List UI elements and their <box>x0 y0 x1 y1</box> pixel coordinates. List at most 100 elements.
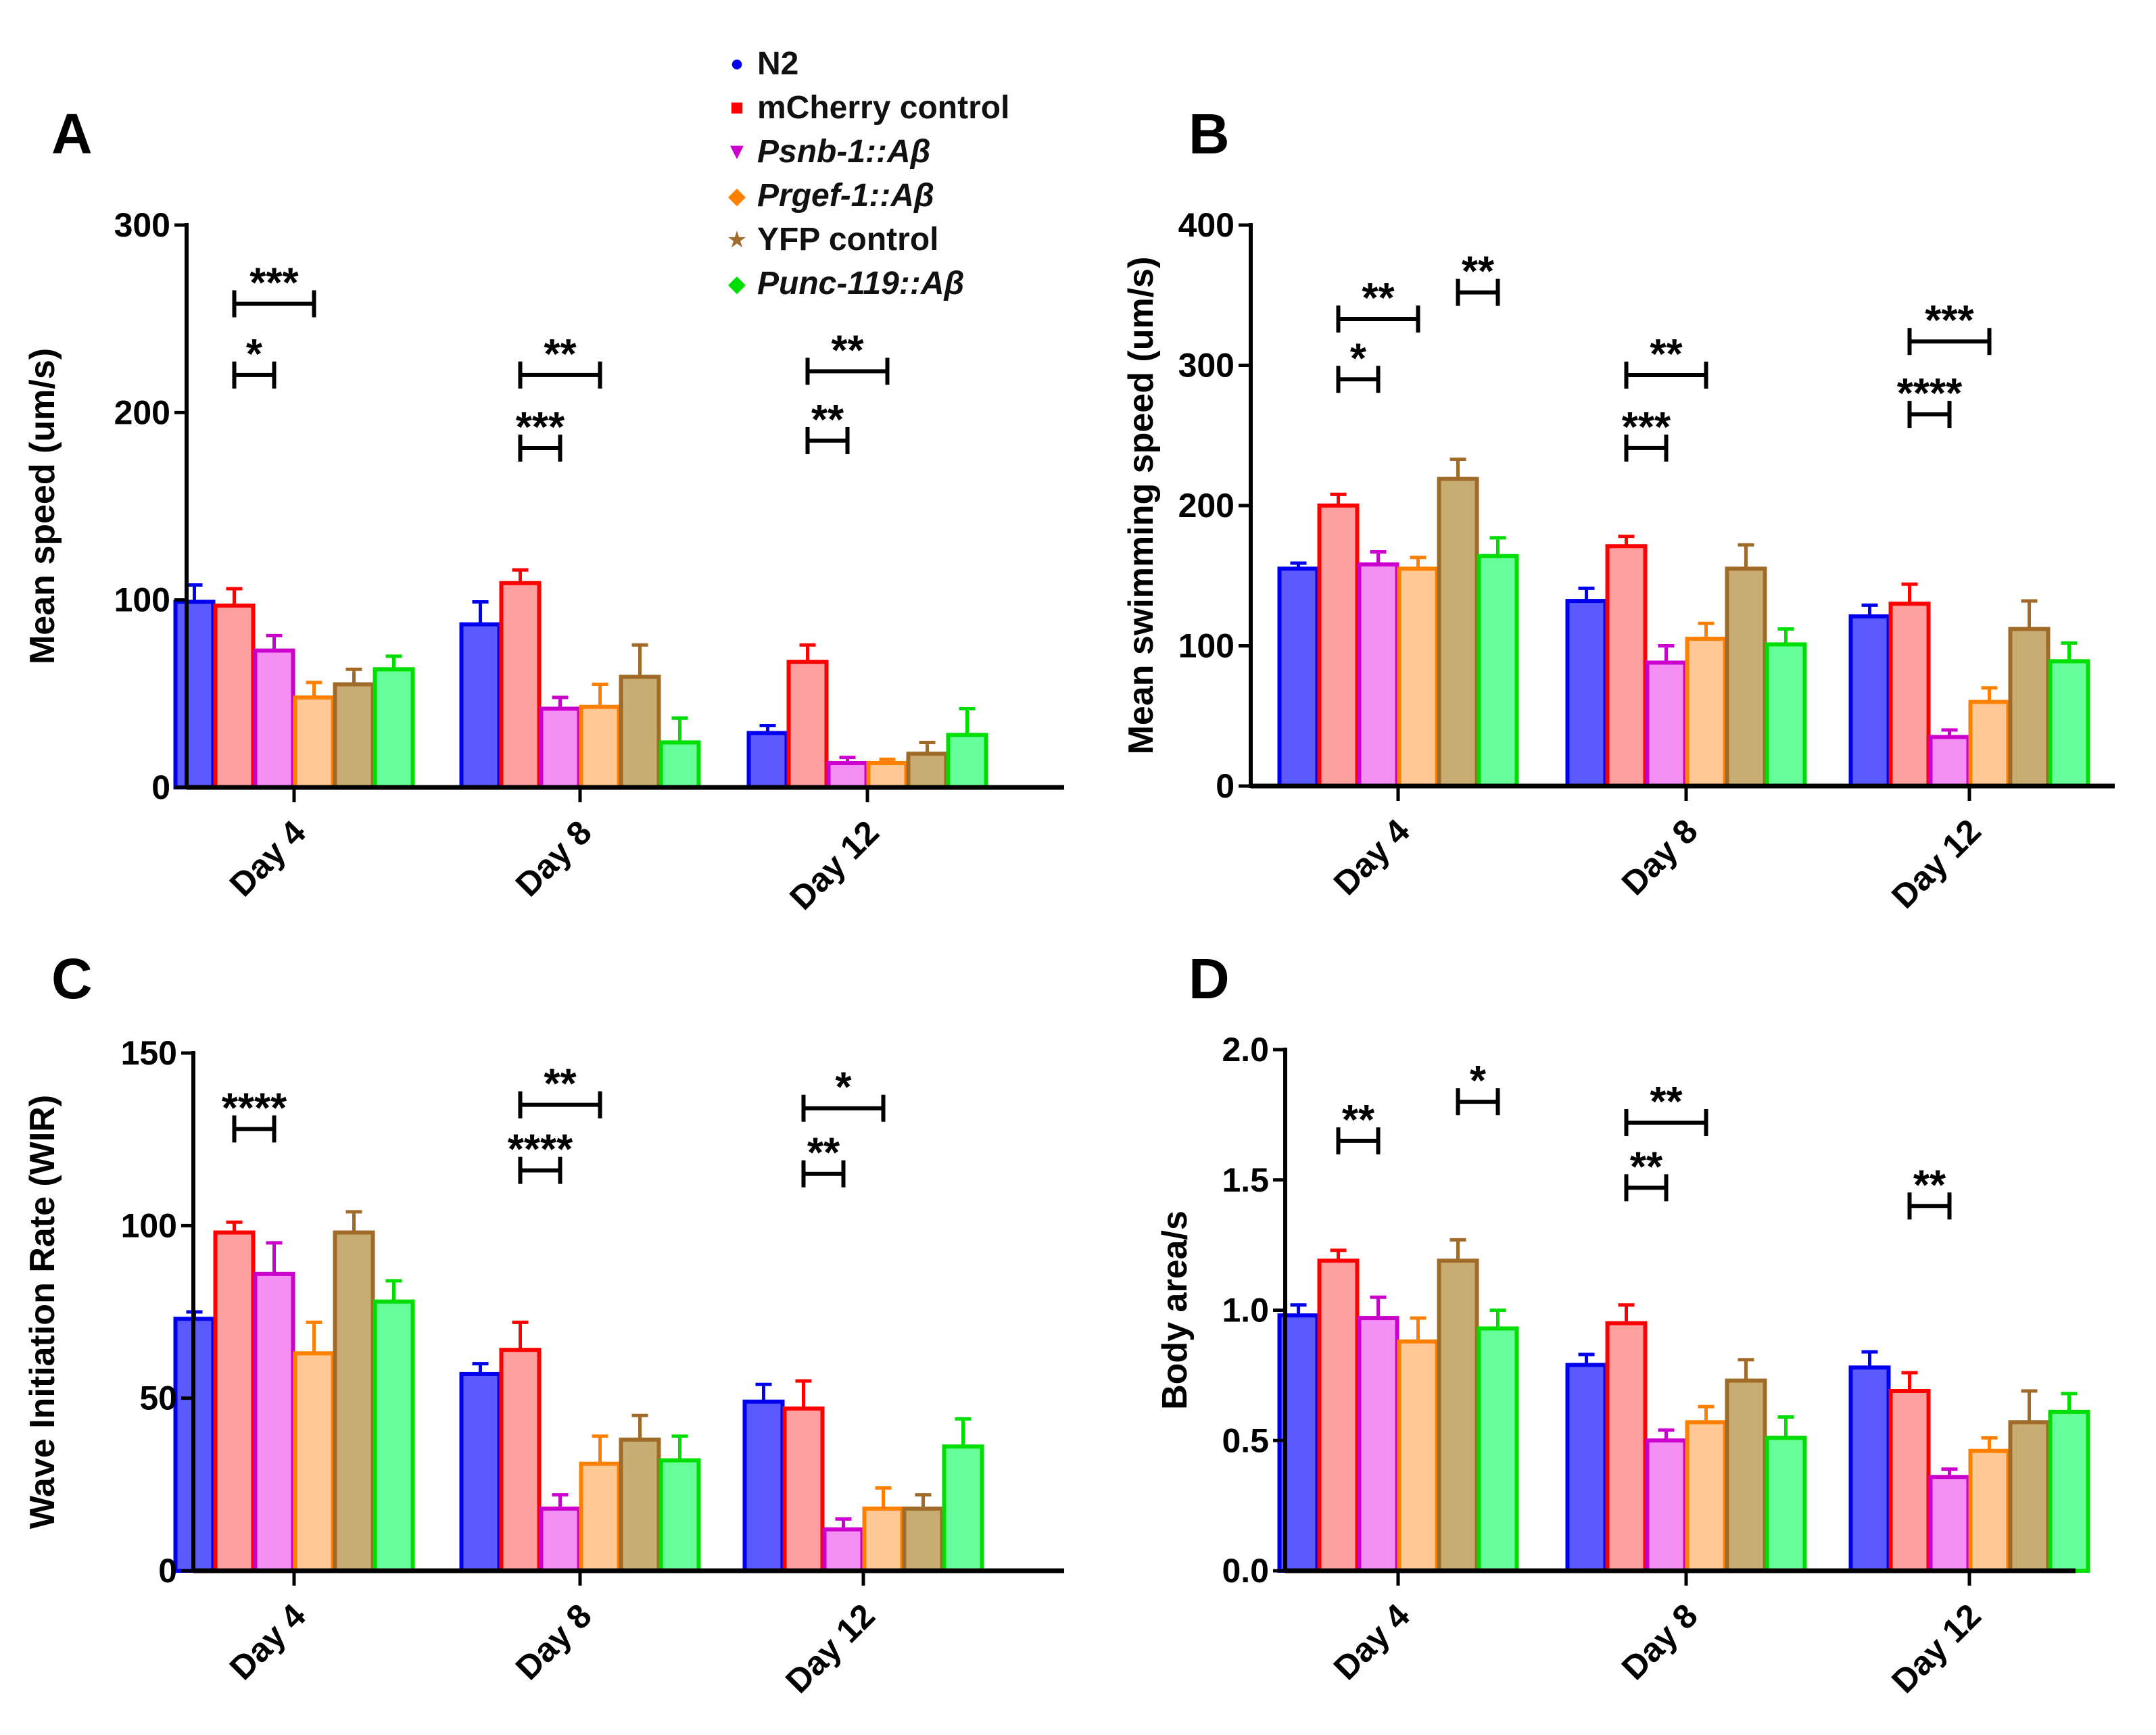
bar <box>539 706 581 790</box>
bar <box>1685 1420 1727 1573</box>
y-axis-label: Mean speed (um/s) <box>23 348 62 664</box>
bar <box>1317 504 1360 788</box>
y-axis-label: Mean swimming speed (um/s) <box>1122 257 1161 755</box>
legend-item-yfp: ★ YFP control <box>717 218 1009 262</box>
bar <box>1725 566 1767 788</box>
bar <box>942 1444 984 1573</box>
bar <box>946 733 988 790</box>
bar <box>1765 1436 1807 1573</box>
bar <box>658 740 701 789</box>
bar <box>1477 554 1519 788</box>
bar <box>1277 566 1320 788</box>
bar <box>1645 660 1687 789</box>
bar <box>2048 1409 2090 1573</box>
bar <box>373 667 415 790</box>
bar <box>2008 1420 2051 1573</box>
y-tick-label: 0 <box>158 1552 177 1590</box>
bar <box>333 682 375 790</box>
legend-label: Prgef-1::Aβ <box>757 178 934 214</box>
legend-item-mcherry: ■ mCherry control <box>717 86 1010 130</box>
y-tick-label: 300 <box>114 206 170 244</box>
legend-item-psnb: ▼ Psnb-1::Aβ <box>717 130 1009 174</box>
bar <box>1605 544 1648 788</box>
bar <box>459 1371 502 1573</box>
panel-b: 0 100 200 300 400 Day 4 Day 8 Day 12 Mean swimmi… <box>1122 206 2115 916</box>
bar <box>1437 476 1479 788</box>
bar <box>1357 562 1399 789</box>
x-tick-label: Day 12 <box>1884 1596 1988 1701</box>
significance-label: ** <box>1362 275 1395 322</box>
bar <box>826 760 869 789</box>
y-tick-label: 1.5 <box>1222 1161 1269 1199</box>
significance-label: *** <box>1925 297 1974 344</box>
bar <box>1968 700 2011 788</box>
legend-item-n2: ● N2 <box>717 42 1009 86</box>
panel-a: 0 100 200 300 Day 4 Day 8 Day 12 Mean speed (um… <box>23 206 1064 917</box>
bar <box>866 760 909 789</box>
x-tick-label: Day 8 <box>1614 812 1705 902</box>
significance-label: ** <box>1650 331 1683 378</box>
bar <box>619 675 661 790</box>
bar <box>1437 1259 1479 1573</box>
significance-label: ** <box>1630 1144 1663 1190</box>
bar <box>173 600 216 789</box>
y-tick-label: 2.0 <box>1222 1031 1269 1069</box>
panel-c: 0 50 100 150 Day 4 Day 8 Day 12 Wave Initiation… <box>23 1034 1064 1701</box>
bar <box>1928 735 1971 788</box>
panel-d: 0.0 0.5 1.0 1.5 2.0 Day 4 Day 8 Day 12 Body area… <box>1155 1031 2090 1701</box>
legend-label: N2 <box>757 46 799 82</box>
bar <box>786 660 829 789</box>
y-tick-label: 0.5 <box>1222 1421 1269 1459</box>
x-tick-label: Day 8 <box>508 1596 599 1687</box>
significance-label: **** <box>222 1085 287 1131</box>
bar <box>213 603 256 790</box>
bar <box>1397 1339 1439 1573</box>
legend-label: mCherry control <box>757 90 1010 126</box>
panel-label-c: C <box>51 947 93 1010</box>
x-tick-label: Day 8 <box>508 813 599 904</box>
significance-label: ** <box>1342 1097 1375 1144</box>
bar <box>1928 1475 1971 1573</box>
significance-label: * <box>1350 335 1367 382</box>
legend: ● N2 ■ mCherry control ▼ Psnb-1::Aβ ◆ Prgef-… <box>717 42 1009 306</box>
y-tick-label: 50 <box>139 1379 177 1417</box>
bar <box>1565 1363 1608 1573</box>
y-tick-label: 100 <box>1178 627 1235 665</box>
diamond-marker-icon: ◆ <box>727 270 746 297</box>
star-marker-icon: ★ <box>726 226 748 253</box>
bar <box>2048 659 2090 789</box>
legend-label: YFP control <box>757 222 939 258</box>
bar <box>619 1437 661 1573</box>
bar <box>1888 602 1931 788</box>
bar <box>333 1230 375 1573</box>
bar <box>1645 1438 1687 1573</box>
significance-label: **** <box>1897 370 1963 417</box>
y-tick-label: 1.0 <box>1222 1292 1269 1329</box>
legend-label: Psnb-1::Aβ <box>757 134 931 170</box>
y-tick-label: 100 <box>121 1206 177 1244</box>
bar <box>579 1461 621 1573</box>
significance-label: *** <box>516 404 565 451</box>
y-axis-label: Body area/s <box>1155 1211 1195 1410</box>
panel-label-b: B <box>1189 102 1230 166</box>
significance-label: ** <box>811 397 844 443</box>
bar <box>293 695 335 789</box>
legend-label: Punc-119::Aβ <box>757 266 965 301</box>
significance-label: *** <box>1622 404 1671 451</box>
bar <box>1888 1389 1931 1573</box>
bar <box>213 1230 256 1573</box>
y-tick-label: 300 <box>1178 347 1235 385</box>
panel-label-d: D <box>1189 947 1230 1010</box>
bar <box>1968 1448 2011 1573</box>
bar <box>1605 1321 1648 1573</box>
significance-label: ** <box>831 327 864 374</box>
x-tick-label: Day 4 <box>1326 812 1417 902</box>
significance-label: ** <box>1650 1079 1683 1125</box>
bar <box>658 1458 701 1573</box>
circle-marker-icon: ● <box>729 51 744 76</box>
x-tick-label: Day 12 <box>778 1596 882 1701</box>
bar <box>1725 1378 1767 1573</box>
y-tick-label: 400 <box>1178 206 1235 244</box>
legend-item-punc: ◆ Punc-119::Aβ <box>717 262 1009 306</box>
